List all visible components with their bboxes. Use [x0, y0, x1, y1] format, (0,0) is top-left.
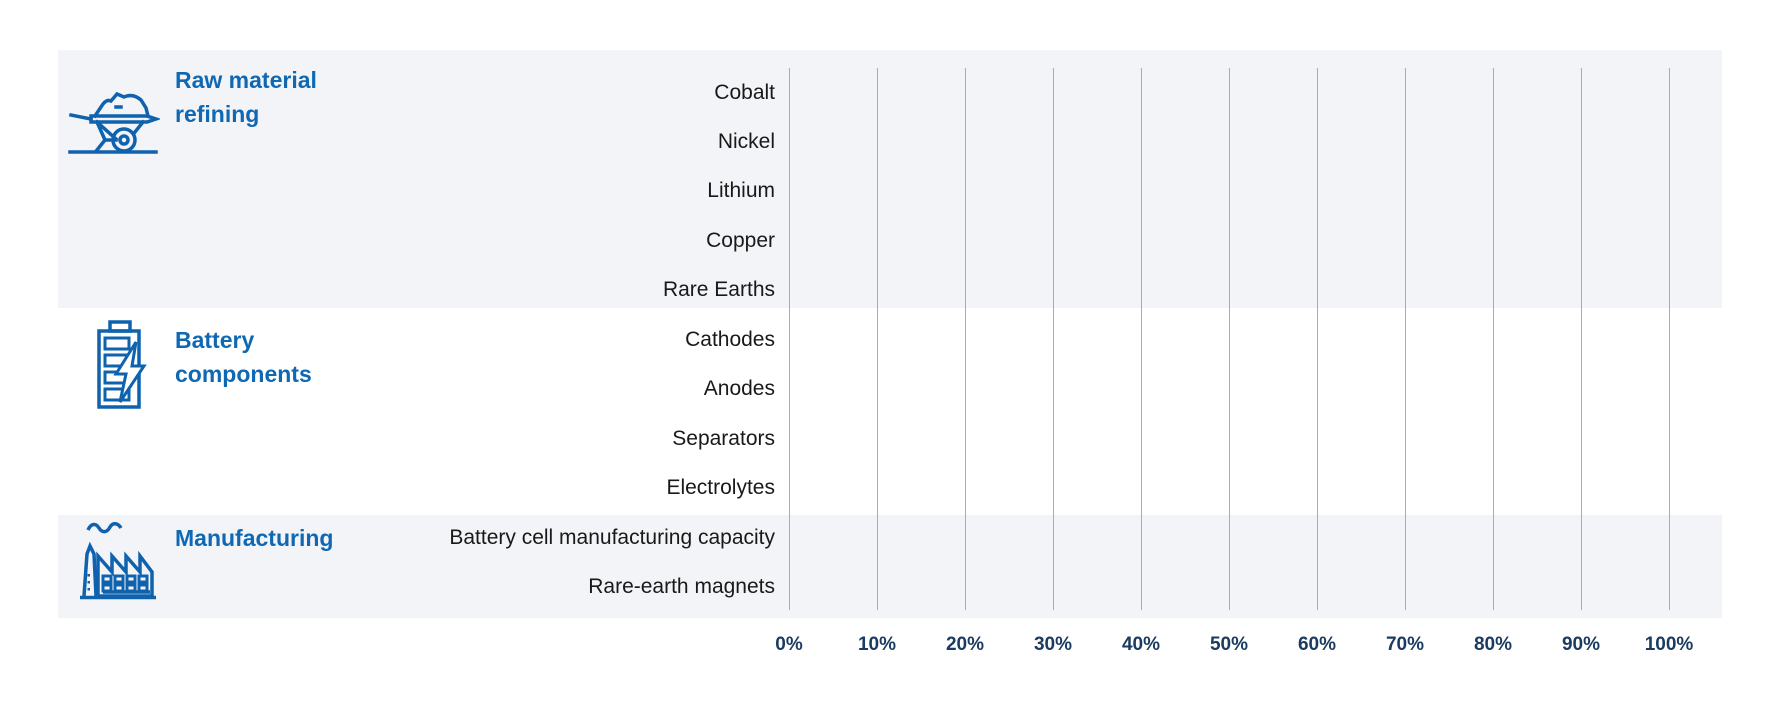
- section-header-battery-components: Battery components: [175, 327, 312, 387]
- gridline: [789, 68, 790, 610]
- row-label-rare-earths: Rare Earths: [662, 278, 775, 301]
- row-label-anodes: Anodes: [703, 377, 775, 400]
- gridline: [1405, 68, 1406, 610]
- gridline: [1581, 68, 1582, 610]
- row-label-electrolytes: Electrolytes: [666, 476, 775, 499]
- gridline: [1317, 68, 1318, 610]
- gridline: [1141, 68, 1142, 610]
- row-label-nickel: Nickel: [717, 130, 775, 153]
- row-label-copper: Copper: [706, 229, 775, 252]
- x-axis-tick-label: 30%: [1033, 634, 1073, 655]
- row-label-separators: Separators: [672, 427, 775, 450]
- x-axis-tick-label: 20%: [945, 634, 985, 655]
- x-axis-tick-label: 80%: [1473, 634, 1513, 655]
- section-band-raw-material-refining: [58, 50, 1722, 308]
- gridline: [877, 68, 878, 610]
- x-axis-tick-label: 70%: [1385, 634, 1425, 655]
- x-axis-tick-label: 10%: [857, 634, 897, 655]
- gridline: [1669, 68, 1670, 610]
- x-axis-tick-label: 100%: [1644, 634, 1694, 655]
- x-axis-tick-label: 50%: [1209, 634, 1249, 655]
- row-label-battery-cell-manufacturing-capacity: Battery cell manufacturing capacity: [449, 526, 775, 549]
- gridline: [965, 68, 966, 610]
- battery-icon: [97, 320, 147, 409]
- row-label-lithium: Lithium: [707, 179, 775, 202]
- section-header-manufacturing: Manufacturing: [175, 525, 334, 551]
- row-label-cobalt: Cobalt: [714, 81, 775, 104]
- gridline: [1229, 68, 1230, 610]
- x-axis-tick-label: 90%: [1561, 634, 1601, 655]
- row-label-cathodes: Cathodes: [685, 328, 775, 351]
- row-label-rare-earth-magnets: Rare-earth magnets: [588, 575, 775, 598]
- x-axis-tick-label: 40%: [1121, 634, 1161, 655]
- x-axis-tick-label: 60%: [1297, 634, 1337, 655]
- section-band-manufacturing: [58, 515, 1722, 618]
- gridline: [1493, 68, 1494, 610]
- x-axis-tick-label: 0%: [775, 634, 803, 655]
- wheelbarrow-icon: [68, 91, 160, 154]
- gridline: [1053, 68, 1054, 610]
- section-header-raw-material-refining: Raw material refining: [175, 67, 317, 127]
- factory-icon: [80, 522, 156, 600]
